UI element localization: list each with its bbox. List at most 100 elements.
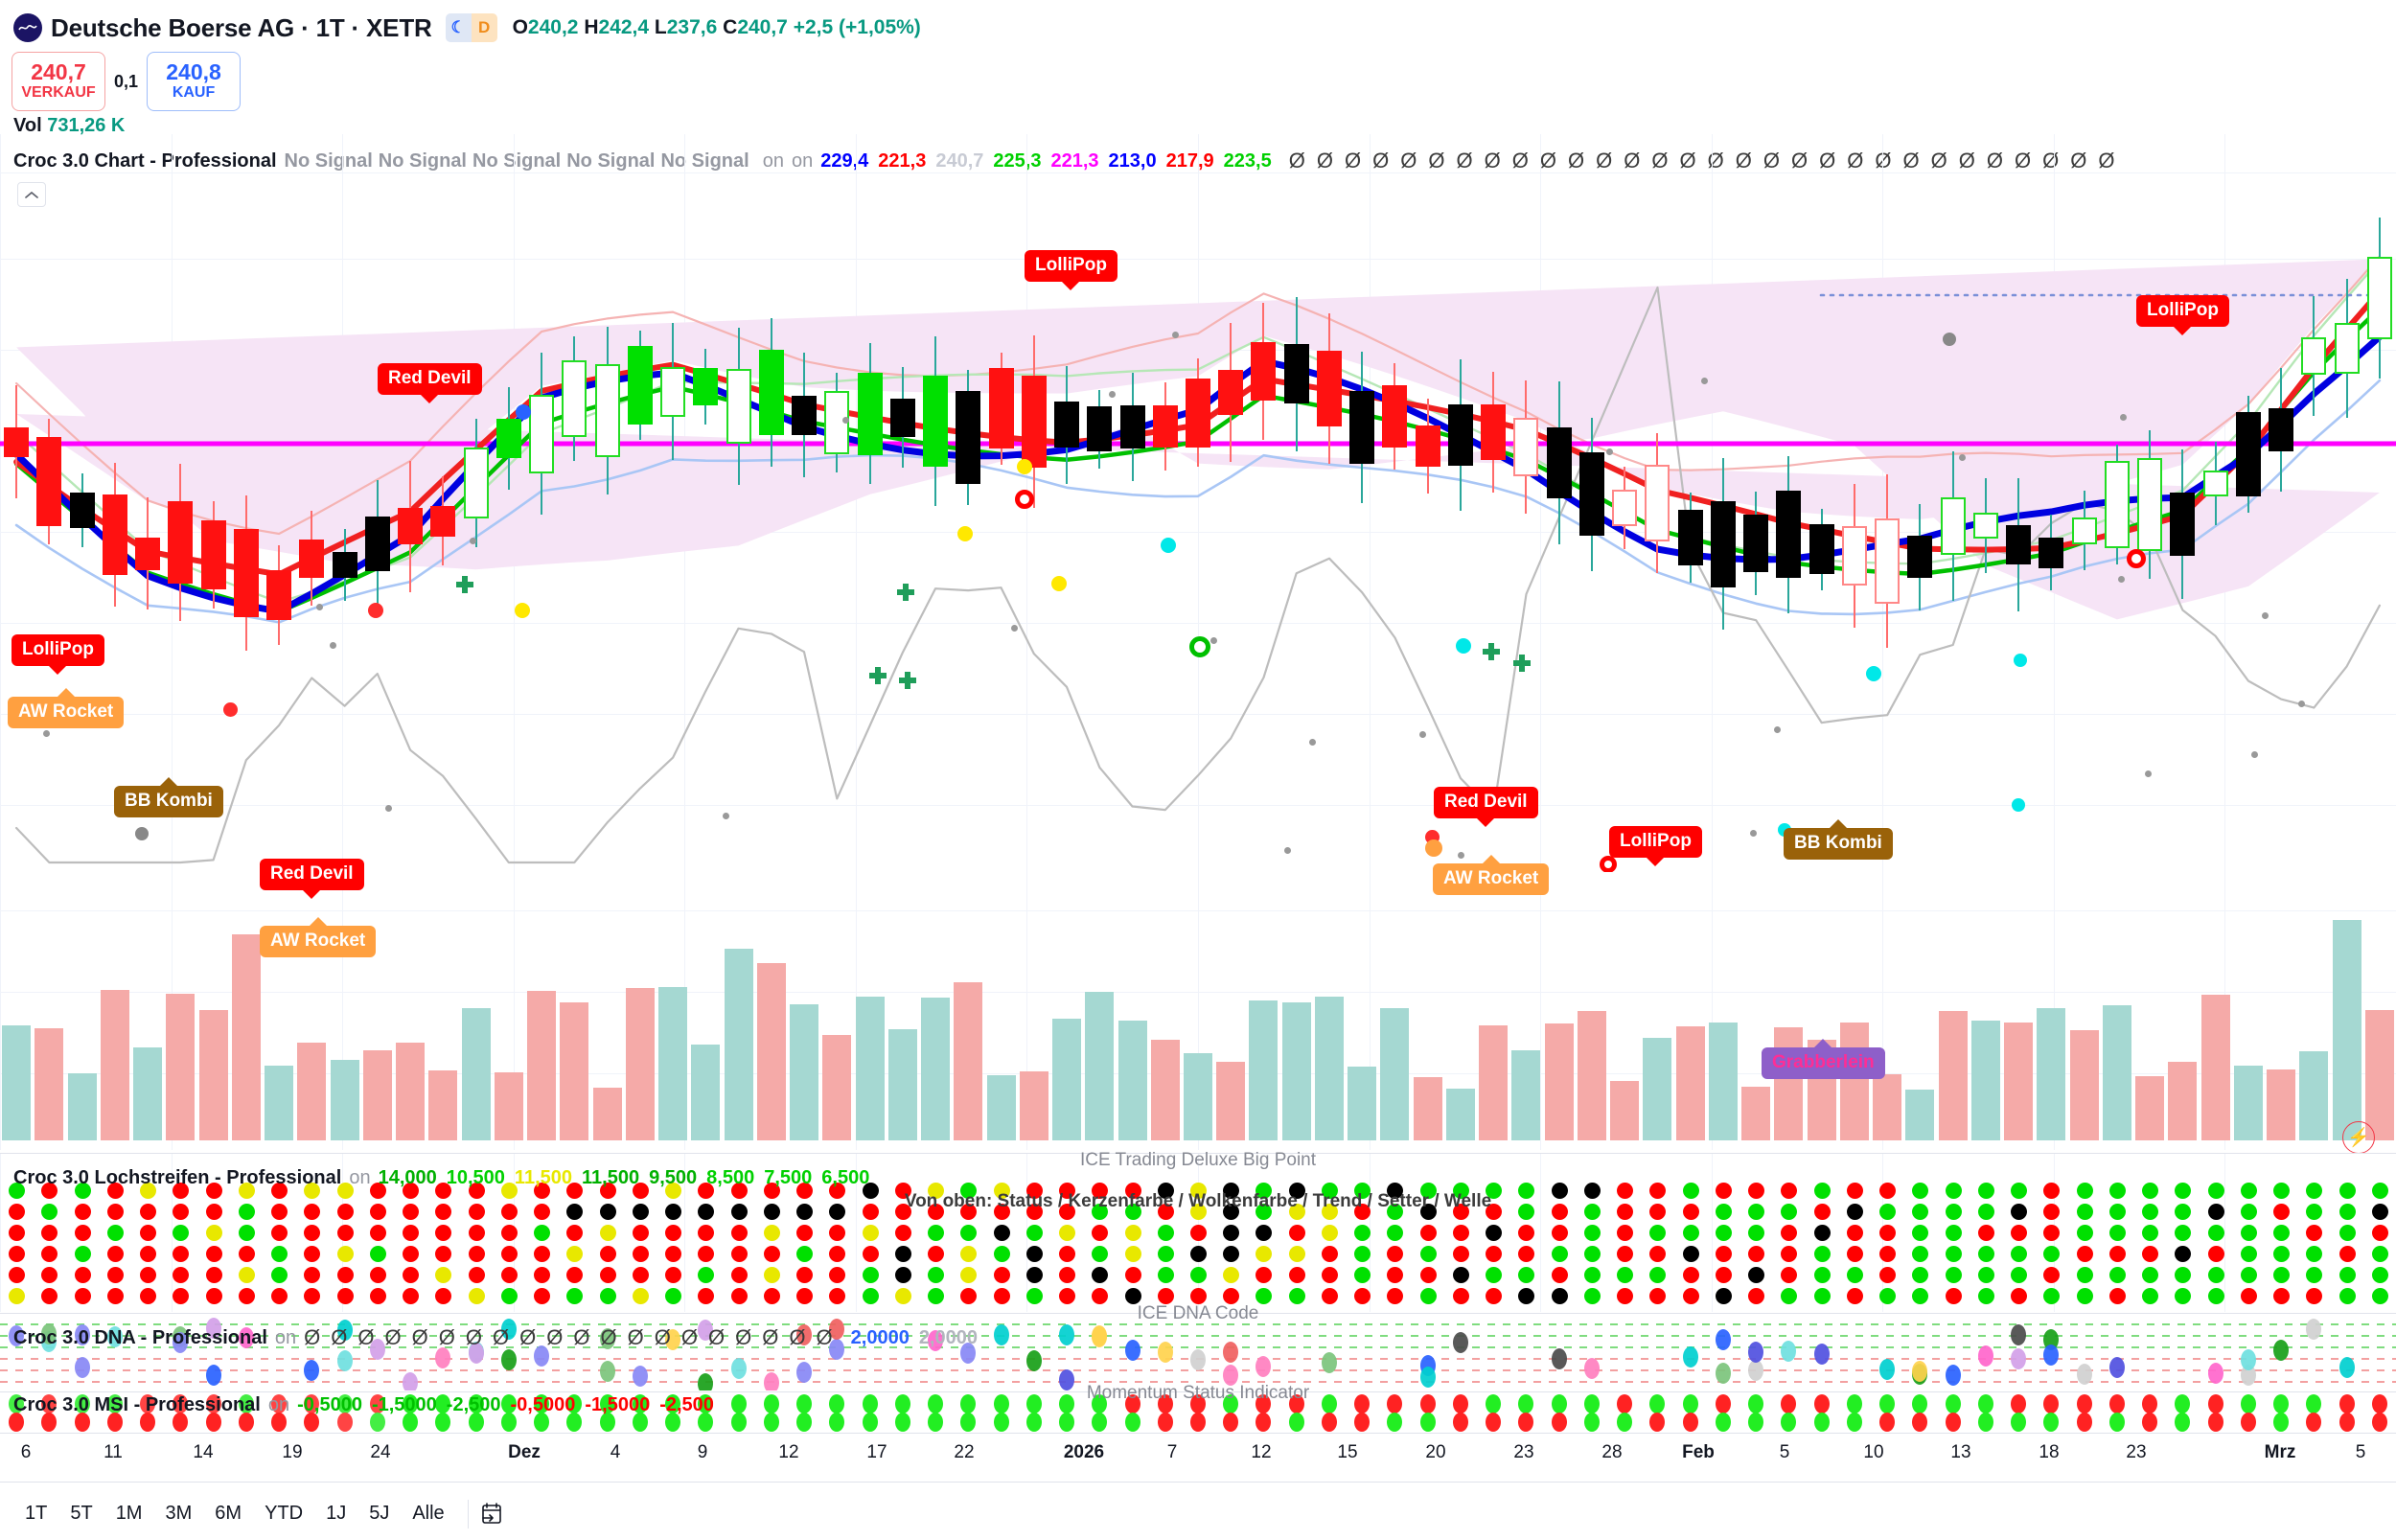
candle-body [1119, 405, 1145, 448]
flag-lollipop[interactable]: LolliPop [12, 634, 104, 666]
range-button-5j[interactable]: 5J [369, 1503, 390, 1524]
lochstreifen-legend[interactable]: Croc 3.0 Lochstreifen - Professional on … [13, 1167, 879, 1189]
loch-dot [173, 1288, 190, 1304]
flag-grabberlein[interactable]: Grabberlein [1762, 1047, 1885, 1079]
price-pane[interactable] [0, 134, 2396, 872]
flag-aw-rocket[interactable]: AW Rocket [260, 926, 377, 957]
range-button-6m[interactable]: 6M [215, 1503, 242, 1524]
chart-signal-item: No Signal [378, 149, 467, 172]
msi-dot [2142, 1394, 2158, 1414]
interval-badge[interactable]: D [471, 13, 497, 42]
flag-lollipop[interactable]: LolliPop [1609, 826, 1702, 858]
time-axis-tick[interactable]: 20 [1425, 1442, 1446, 1462]
loch-dot [1354, 1183, 1371, 1199]
realtime-icon[interactable]: ⚡ [2342, 1121, 2375, 1154]
volume-bar [1348, 1066, 1377, 1140]
flag-bb-kombi[interactable]: BB Kombi [114, 786, 223, 817]
loch-dot [928, 1183, 945, 1199]
sell-button[interactable]: 240,7 VERKAUF [12, 52, 105, 111]
time-axis-tick[interactable]: 23 [1513, 1442, 1534, 1462]
loch-dot [1157, 1225, 1174, 1241]
volume-bar [1052, 1018, 1081, 1140]
legend-value: 221,3 [878, 149, 927, 172]
flag-red-devil[interactable]: Red Devil [378, 363, 482, 395]
flag-red-devil[interactable]: Red Devil [260, 859, 364, 890]
time-axis-tick[interactable]: 10 [1863, 1442, 1884, 1462]
dna-blob [2108, 1356, 2125, 1378]
time-axis-tick[interactable]: 22 [954, 1442, 975, 1462]
range-button-1t[interactable]: 1T [25, 1503, 48, 1524]
loch-dot [1977, 1246, 1994, 1262]
candle-body [1743, 515, 1769, 573]
msi-dot [1256, 1394, 1272, 1414]
loch-dot [1124, 1204, 1141, 1220]
time-axis-tick[interactable]: Dez [508, 1442, 541, 1462]
lochstreifen-title[interactable]: Croc 3.0 Lochstreifen - Professional [13, 1167, 342, 1188]
flag-label: Red Devil [1444, 792, 1528, 812]
buy-button[interactable]: 240,8 KAUF [147, 52, 242, 111]
msi-dot [403, 1394, 419, 1414]
msi-dot [1387, 1394, 1403, 1414]
msi-legend[interactable]: Croc 3.0 MSI - Professional on -0,5000 -1… [13, 1394, 724, 1416]
time-axis-tick[interactable]: 11 [104, 1442, 123, 1462]
range-button-alle[interactable]: Alle [412, 1503, 445, 1524]
flag-aw-rocket[interactable]: AW Rocket [1433, 863, 1550, 895]
time-axis-tick[interactable]: 4 [610, 1442, 621, 1462]
time-axis-tick[interactable]: Feb [1682, 1442, 1715, 1462]
symbol-title[interactable]: Deutsche Boerse AG · 1T · XETR [51, 12, 432, 42]
time-axis-tick[interactable]: 2026 [1063, 1442, 1105, 1462]
time-axis-tick[interactable]: 28 [1601, 1442, 1623, 1462]
time-axis-tick[interactable]: 5 [1779, 1442, 1790, 1462]
calendar-goto-icon[interactable] [480, 1502, 503, 1527]
range-button-1j[interactable]: 1J [326, 1503, 347, 1524]
loch-dot [2043, 1183, 2061, 1199]
loch-dot [238, 1183, 255, 1199]
time-axis-tick[interactable]: 5 [2355, 1442, 2366, 1462]
time-axis[interactable]: 6 11 14 19 24 Dez 4 9 12 17 22 2026 7 12 15 20 23 28 Feb 5 1… [0, 1433, 2396, 1479]
lochstreifen-pane[interactable] [0, 1154, 2396, 1312]
flag-lollipop[interactable]: LolliPop [2136, 295, 2229, 327]
range-button-5t[interactable]: 5T [70, 1503, 93, 1524]
time-axis-tick[interactable]: 12 [1251, 1442, 1272, 1462]
loch-dot [468, 1225, 485, 1241]
time-axis-tick[interactable]: 19 [282, 1442, 303, 1462]
range-button-1m[interactable]: 1M [115, 1503, 143, 1524]
time-axis-tick[interactable]: 18 [2039, 1442, 2060, 1462]
flag-red-devil[interactable]: Red Devil [1434, 787, 1538, 818]
extended-hours-icon[interactable]: ☾ [445, 13, 472, 42]
range-button-ytd[interactable]: YTD [265, 1503, 304, 1524]
loch-dot [960, 1267, 978, 1283]
time-axis-tick[interactable]: 15 [1337, 1442, 1358, 1462]
dna-pane[interactable] [0, 1314, 2396, 1391]
flag-lollipop[interactable]: LolliPop [1025, 250, 1117, 282]
volume-legend[interactable]: Vol 731,26 K [13, 115, 125, 137]
time-axis-tick[interactable]: 9 [697, 1442, 708, 1462]
loch-dot [500, 1225, 518, 1241]
flag-aw-rocket[interactable]: AW Rocket [8, 697, 125, 728]
time-axis-tick[interactable]: 6 [20, 1442, 32, 1462]
time-axis-tick[interactable]: 17 [866, 1442, 887, 1462]
open-value: 240,2 [527, 16, 579, 38]
time-axis-tick[interactable]: 24 [370, 1442, 391, 1462]
time-axis-tick[interactable]: 12 [778, 1442, 799, 1462]
grid-line-vertical [1198, 134, 1199, 872]
flag-bb-kombi[interactable]: BB Kombi [1784, 828, 1893, 860]
msi-title[interactable]: Croc 3.0 MSI - Professional [13, 1394, 261, 1415]
chart-indicator-legend[interactable]: Croc 3.0 Chart - Professional No Signal N… [13, 149, 2126, 173]
volume-pane[interactable] [0, 872, 2396, 1150]
time-axis-tick[interactable]: 14 [193, 1442, 214, 1462]
time-axis-tick[interactable]: 13 [1950, 1442, 1971, 1462]
chart-indicator-title[interactable]: Croc 3.0 Chart - Professional [13, 149, 277, 172]
collapse-pane-button[interactable] [17, 182, 46, 207]
time-axis-tick[interactable]: 23 [2126, 1442, 2147, 1462]
msi-pane[interactable] [0, 1392, 2396, 1433]
loch-dot [1912, 1246, 1929, 1262]
time-axis-tick[interactable]: 7 [1166, 1442, 1178, 1462]
dna-blob [2306, 1318, 2322, 1340]
dna-title[interactable]: Croc 3.0 DNA - Professional [13, 1326, 267, 1348]
dna-blob [1190, 1349, 1206, 1371]
range-button-3m[interactable]: 3M [165, 1503, 193, 1524]
time-axis-tick[interactable]: Mrz [2264, 1442, 2296, 1462]
range-toolbar[interactable]: 1T 5T 1M 3M 6M YTD 1J 5J Alle [0, 1487, 2396, 1540]
